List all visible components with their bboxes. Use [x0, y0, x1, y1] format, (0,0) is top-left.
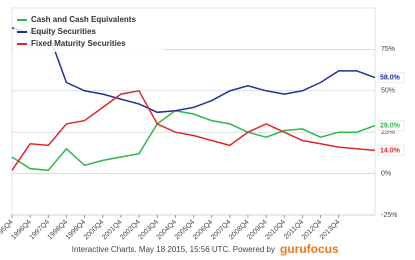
value-label-box — [377, 145, 405, 156]
footer: Interactive Charts. May 18 2015, 15:56 U… — [72, 245, 275, 254]
legend-label: Equity Securities — [31, 27, 96, 36]
y-tick-label: 0% — [381, 170, 391, 177]
series-line — [11, 109, 376, 172]
logo[interactable]: gurufocus — [280, 242, 339, 256]
series-line — [11, 27, 376, 114]
series-line — [11, 89, 376, 171]
legend-box — [14, 12, 164, 52]
y-tick-label: 50% — [381, 88, 395, 95]
y-tick-label: 75% — [381, 46, 395, 53]
legend-label: Fixed Maturity Securities — [31, 39, 126, 48]
y-tick-label: -25% — [381, 212, 397, 219]
value-label: 14.0% — [380, 147, 401, 154]
legend-label: Cash and Cash Equivalents — [31, 15, 136, 24]
value-label: 29.0% — [380, 122, 401, 129]
value-label: 58.0% — [380, 74, 401, 81]
value-label-box — [377, 72, 405, 83]
value-label-box — [377, 120, 405, 131]
y-tick-label: 25% — [381, 129, 395, 136]
